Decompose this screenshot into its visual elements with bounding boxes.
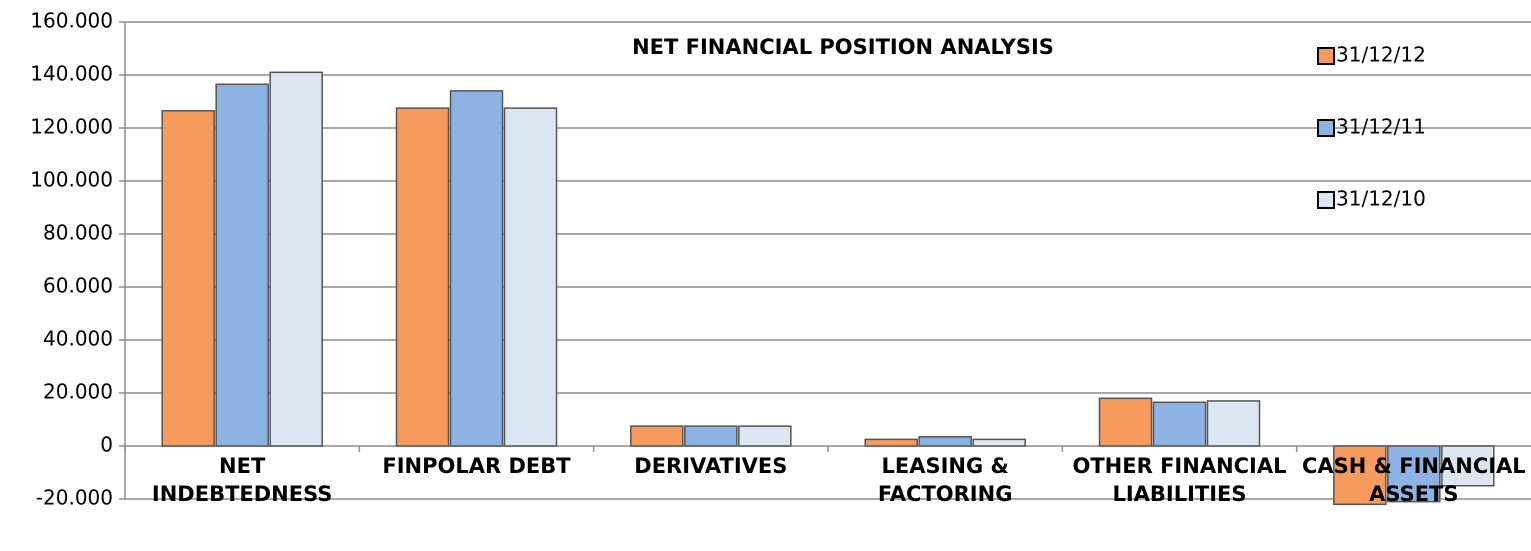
x-tick-label: OTHER FINANCIAL LIABILITIES [1072, 454, 1287, 506]
bar [449, 90, 504, 447]
bar [738, 425, 792, 447]
x-tick-label: DERIVATIVES [634, 454, 788, 478]
bar [395, 107, 450, 447]
y-tick-label: 60.000 [43, 274, 113, 298]
legend-label: 31/12/10 [1336, 187, 1426, 211]
legend-label: 31/12/12 [1336, 43, 1426, 67]
bar [1152, 401, 1207, 447]
bar [864, 438, 918, 447]
bar [972, 438, 1026, 447]
bar [630, 425, 684, 447]
x-tick-label: FINPOLAR DEBT [382, 454, 571, 478]
bar [269, 71, 323, 447]
y-tick-label: 40.000 [43, 327, 113, 351]
y-tick-label: 100.000 [30, 168, 113, 192]
x-tick-label: NET INDEBTEDNESS [151, 454, 333, 506]
y-tick-label: -20.000 [36, 486, 113, 510]
bar [1206, 400, 1261, 447]
bar [1441, 445, 1495, 487]
x-tick-label: CASH & FINANCIAL ASSETS [1301, 454, 1526, 506]
y-tick-label: 140.000 [30, 62, 113, 86]
y-tick-label: 160.000 [30, 9, 113, 33]
legend-swatch [1317, 47, 1335, 65]
y-tick-label: 0 [100, 433, 113, 457]
y-tick-label: 20.000 [43, 380, 113, 404]
bar [918, 435, 972, 447]
bar [1387, 445, 1441, 503]
y-tick-label: 120.000 [30, 115, 113, 139]
x-tick-label: LEASING & FACTORING [877, 454, 1013, 506]
chart-title: NET FINANCIAL POSITION ANALYSIS [632, 35, 1054, 59]
bar [1098, 397, 1153, 447]
legend-swatch [1317, 191, 1335, 209]
bar [1333, 445, 1387, 506]
bar [215, 83, 269, 447]
bar [503, 107, 558, 447]
bar [684, 425, 738, 447]
legend-swatch [1317, 119, 1335, 137]
legend-label: 31/12/11 [1336, 115, 1426, 139]
bar [161, 110, 215, 447]
y-tick-label: 80.000 [43, 221, 113, 245]
